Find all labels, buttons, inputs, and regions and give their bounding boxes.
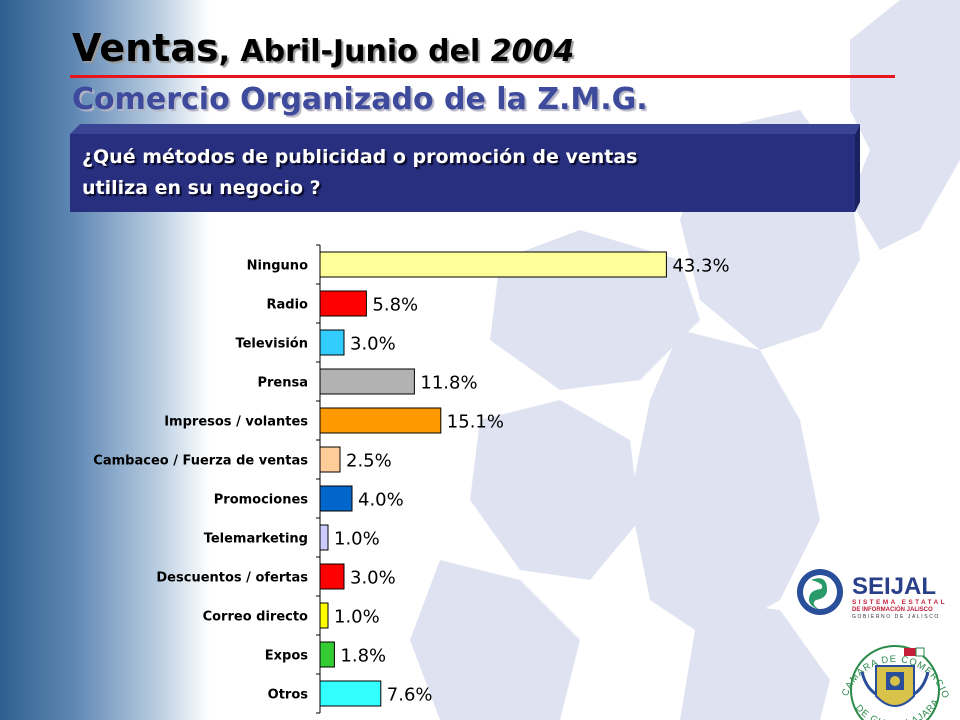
question-panel-shape	[70, 124, 860, 212]
chart-bar	[319, 563, 345, 590]
title-word: Ventas	[72, 26, 219, 70]
seijal-line-1: SISTEMA ESTATAL	[852, 599, 947, 606]
bar-chart: Ninguno Radio Televisión Prensa Impresos / v…	[93, 244, 730, 714]
chart-category-label: Expos	[265, 649, 309, 664]
question-line-1: ¿Qué métodos de publicidad o promoción d…	[82, 146, 638, 168]
chart-bar	[319, 680, 382, 707]
chart-value-label: 7.6%	[387, 685, 433, 706]
chart-category-label: Cambaceo / Fuerza de ventas	[93, 454, 308, 469]
chart-bar	[319, 329, 345, 356]
chart-value-label: 1.0%	[334, 529, 380, 550]
chart-category-label: Otros	[268, 688, 309, 703]
chart-category-label: Descuentos / ofertas	[156, 571, 308, 586]
question-panel: ¿Qué métodos de publicidad o promoción d…	[70, 124, 860, 214]
chart-category-label: Prensa	[257, 376, 308, 391]
chart-bar	[319, 641, 335, 668]
title-divider	[70, 75, 895, 78]
chart-value-label: 1.0%	[334, 607, 380, 628]
chart-value-label: 1.8%	[340, 646, 386, 667]
page-title: Ventas, Abril-Junio del 2004	[72, 26, 574, 70]
seijal-line-3: GOBIERNO DE JALISCO	[852, 614, 940, 620]
chart-bar	[319, 524, 329, 551]
chart-value-label: 2.5%	[346, 451, 392, 472]
title-year: 2004	[490, 34, 575, 69]
chart-bar	[319, 368, 415, 395]
seal-shield-icon	[860, 647, 930, 707]
chart-category-label: Promociones	[214, 493, 309, 508]
chart-category-label: Radio	[267, 298, 309, 313]
question-line-2: utiliza en su negocio ?	[82, 177, 321, 199]
chart-category-label: Televisión	[235, 337, 308, 352]
chart-value-label: 11.8%	[420, 373, 477, 394]
seijal-name: SEIJAL	[852, 573, 936, 600]
chart-bar	[319, 485, 353, 512]
chart-bar	[319, 446, 341, 473]
seijal-logo: SEIJAL SISTEMA ESTATAL DE INFORMACIÓN JA…	[797, 569, 947, 620]
question-text: ¿Qué métodos de publicidad o promoción d…	[82, 142, 802, 204]
chart-value-label: 3.0%	[350, 568, 396, 589]
chart-value-label: 5.8%	[372, 295, 418, 316]
camara-de-comercio-seal: CAMARA DE COMERCIO DE GUADALAJARA	[840, 645, 950, 720]
chart-category-label: Correo directo	[203, 610, 308, 625]
chart-value-label: 3.0%	[350, 334, 396, 355]
chart-bar	[319, 290, 367, 317]
chart-value-label: 43.3%	[672, 256, 729, 277]
chart-category-label: Impresos / volantes	[164, 415, 308, 430]
chart-bar	[319, 251, 667, 278]
seijal-line-2: DE INFORMACIÓN JALISCO	[852, 605, 933, 613]
chart-bar	[319, 407, 442, 434]
chart-value-label: 4.0%	[358, 490, 404, 511]
chart-category-label: Telemarketing	[204, 532, 308, 547]
chart-category-label: Ninguno	[247, 259, 308, 274]
title-period: , Abril-Junio del	[218, 34, 491, 69]
left-gradient-band	[0, 0, 210, 720]
page-subtitle: Comercio Organizado de la Z.M.G.	[72, 82, 648, 117]
chart-value-label: 15.1%	[447, 412, 504, 433]
chart-bar	[319, 602, 329, 629]
